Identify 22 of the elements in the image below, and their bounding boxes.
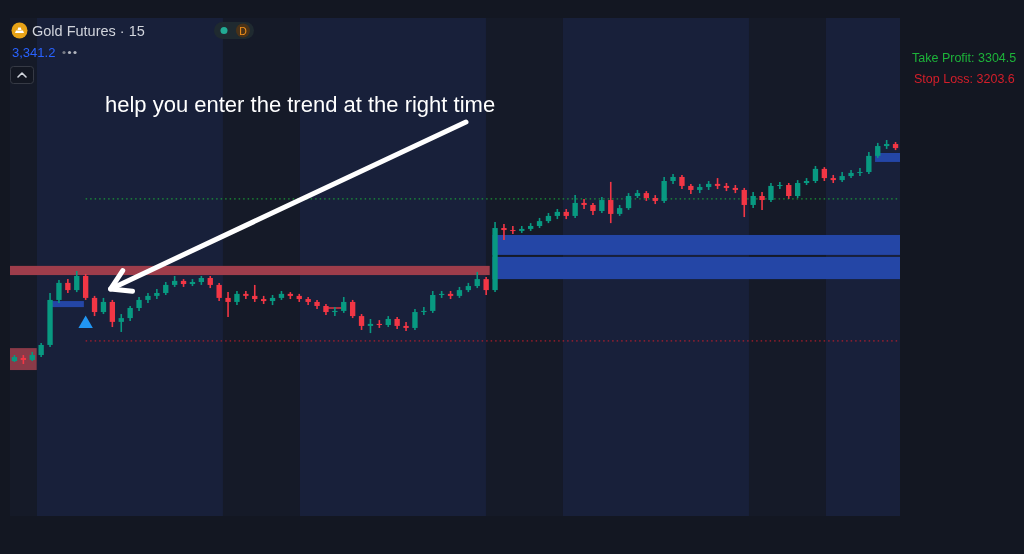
candlestick [768, 182, 774, 203]
candlestick [412, 308, 418, 331]
text: 3,341.2 [12, 45, 56, 60]
text: Take Profit: 3304.5 [912, 51, 1017, 65]
candlestick [830, 174, 836, 184]
chart-title: Gold Futures · 15 [32, 23, 145, 39]
candlestick [225, 291, 231, 318]
candlestick [332, 306, 338, 317]
candlestick [430, 290, 436, 314]
candlestick [349, 299, 356, 319]
candlestick [243, 290, 249, 300]
candlestick [866, 151, 872, 175]
candlestick [777, 181, 783, 190]
candlestick [759, 191, 765, 211]
candlestick [519, 225, 525, 234]
candlestick [510, 225, 516, 235]
candlestick [857, 167, 863, 177]
text: Stop Loss: 3203.6 [914, 72, 1015, 86]
text: help you enter the trend at the right time [105, 92, 496, 117]
candlestick [421, 306, 427, 316]
candlestick [501, 223, 507, 241]
candlestick [403, 321, 409, 332]
